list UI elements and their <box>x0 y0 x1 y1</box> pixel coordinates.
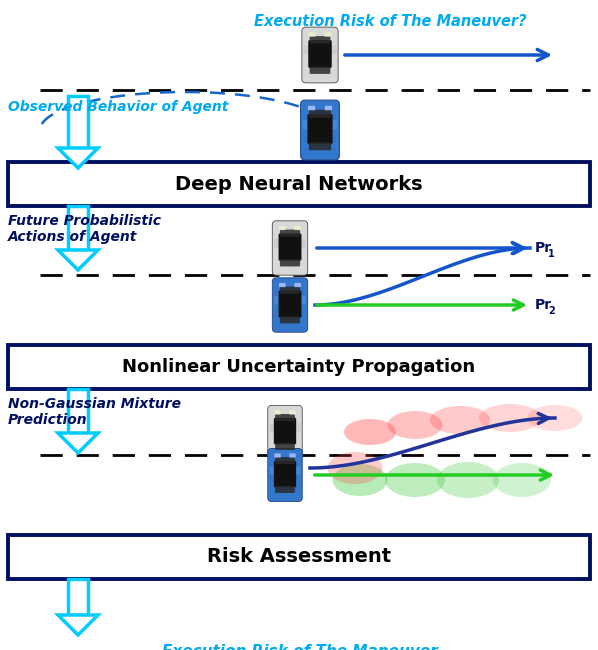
FancyBboxPatch shape <box>270 423 276 432</box>
Text: Execution Risk of The Maneuver?: Execution Risk of The Maneuver? <box>254 14 526 29</box>
Text: Pr: Pr <box>535 241 552 255</box>
FancyBboxPatch shape <box>300 239 306 248</box>
Polygon shape <box>58 615 98 635</box>
FancyBboxPatch shape <box>303 120 309 129</box>
FancyBboxPatch shape <box>275 457 295 464</box>
FancyBboxPatch shape <box>295 423 301 432</box>
Bar <box>68 579 88 615</box>
Text: Risk Assessment: Risk Assessment <box>207 547 391 567</box>
Ellipse shape <box>437 462 499 498</box>
FancyBboxPatch shape <box>325 106 332 110</box>
FancyBboxPatch shape <box>304 46 310 55</box>
FancyBboxPatch shape <box>280 229 300 237</box>
Text: Deep Neural Networks: Deep Neural Networks <box>175 174 423 194</box>
FancyBboxPatch shape <box>8 162 590 206</box>
Ellipse shape <box>430 406 490 434</box>
Bar <box>68 206 88 250</box>
FancyBboxPatch shape <box>310 36 330 44</box>
FancyBboxPatch shape <box>279 283 286 287</box>
FancyBboxPatch shape <box>272 278 308 332</box>
FancyBboxPatch shape <box>301 100 340 160</box>
Text: Observed Behavior of Agent: Observed Behavior of Agent <box>8 100 228 114</box>
FancyBboxPatch shape <box>279 226 286 230</box>
Text: Non-Gaussian Mixture
Prediction: Non-Gaussian Mixture Prediction <box>8 397 181 427</box>
FancyBboxPatch shape <box>8 345 590 389</box>
FancyBboxPatch shape <box>280 259 300 266</box>
FancyBboxPatch shape <box>279 233 301 261</box>
Ellipse shape <box>479 404 541 432</box>
FancyBboxPatch shape <box>307 114 332 144</box>
FancyBboxPatch shape <box>309 110 331 118</box>
Polygon shape <box>58 148 98 168</box>
FancyBboxPatch shape <box>295 466 301 474</box>
FancyBboxPatch shape <box>302 27 338 83</box>
FancyBboxPatch shape <box>289 454 296 458</box>
FancyBboxPatch shape <box>268 406 302 458</box>
FancyBboxPatch shape <box>275 486 295 493</box>
FancyBboxPatch shape <box>308 40 332 68</box>
Ellipse shape <box>493 463 551 497</box>
FancyBboxPatch shape <box>331 120 337 129</box>
FancyBboxPatch shape <box>308 106 315 110</box>
FancyBboxPatch shape <box>309 142 331 150</box>
Polygon shape <box>58 250 98 270</box>
Text: Pr: Pr <box>535 298 552 312</box>
FancyBboxPatch shape <box>289 410 296 415</box>
FancyBboxPatch shape <box>294 226 301 230</box>
FancyBboxPatch shape <box>325 32 331 36</box>
Ellipse shape <box>332 464 388 496</box>
FancyBboxPatch shape <box>274 461 296 488</box>
FancyBboxPatch shape <box>274 410 280 415</box>
Bar <box>68 389 88 433</box>
FancyBboxPatch shape <box>274 296 280 305</box>
Ellipse shape <box>344 419 396 445</box>
FancyBboxPatch shape <box>330 46 336 55</box>
FancyBboxPatch shape <box>280 287 300 294</box>
FancyBboxPatch shape <box>270 466 276 474</box>
Ellipse shape <box>388 411 443 439</box>
Text: Execution Risk of The Maneuver: Execution Risk of The Maneuver <box>162 644 438 650</box>
FancyBboxPatch shape <box>268 448 302 502</box>
Bar <box>68 96 88 148</box>
Ellipse shape <box>527 405 582 431</box>
FancyBboxPatch shape <box>274 239 280 248</box>
FancyBboxPatch shape <box>272 221 308 275</box>
FancyBboxPatch shape <box>275 443 295 450</box>
Text: 2: 2 <box>548 306 555 316</box>
FancyBboxPatch shape <box>280 317 300 324</box>
Ellipse shape <box>328 452 383 484</box>
FancyBboxPatch shape <box>310 66 330 74</box>
FancyBboxPatch shape <box>274 454 280 458</box>
FancyBboxPatch shape <box>274 418 296 445</box>
Text: Future Probabilistic
Actions of Agent: Future Probabilistic Actions of Agent <box>8 214 161 244</box>
FancyBboxPatch shape <box>300 296 306 305</box>
Polygon shape <box>58 433 98 453</box>
FancyBboxPatch shape <box>279 291 301 318</box>
FancyBboxPatch shape <box>8 535 590 579</box>
FancyBboxPatch shape <box>294 283 301 287</box>
FancyBboxPatch shape <box>275 414 295 421</box>
Ellipse shape <box>385 463 445 497</box>
Text: 1: 1 <box>548 249 555 259</box>
Text: Nonlinear Uncertainty Propagation: Nonlinear Uncertainty Propagation <box>123 358 475 376</box>
FancyBboxPatch shape <box>309 32 316 36</box>
